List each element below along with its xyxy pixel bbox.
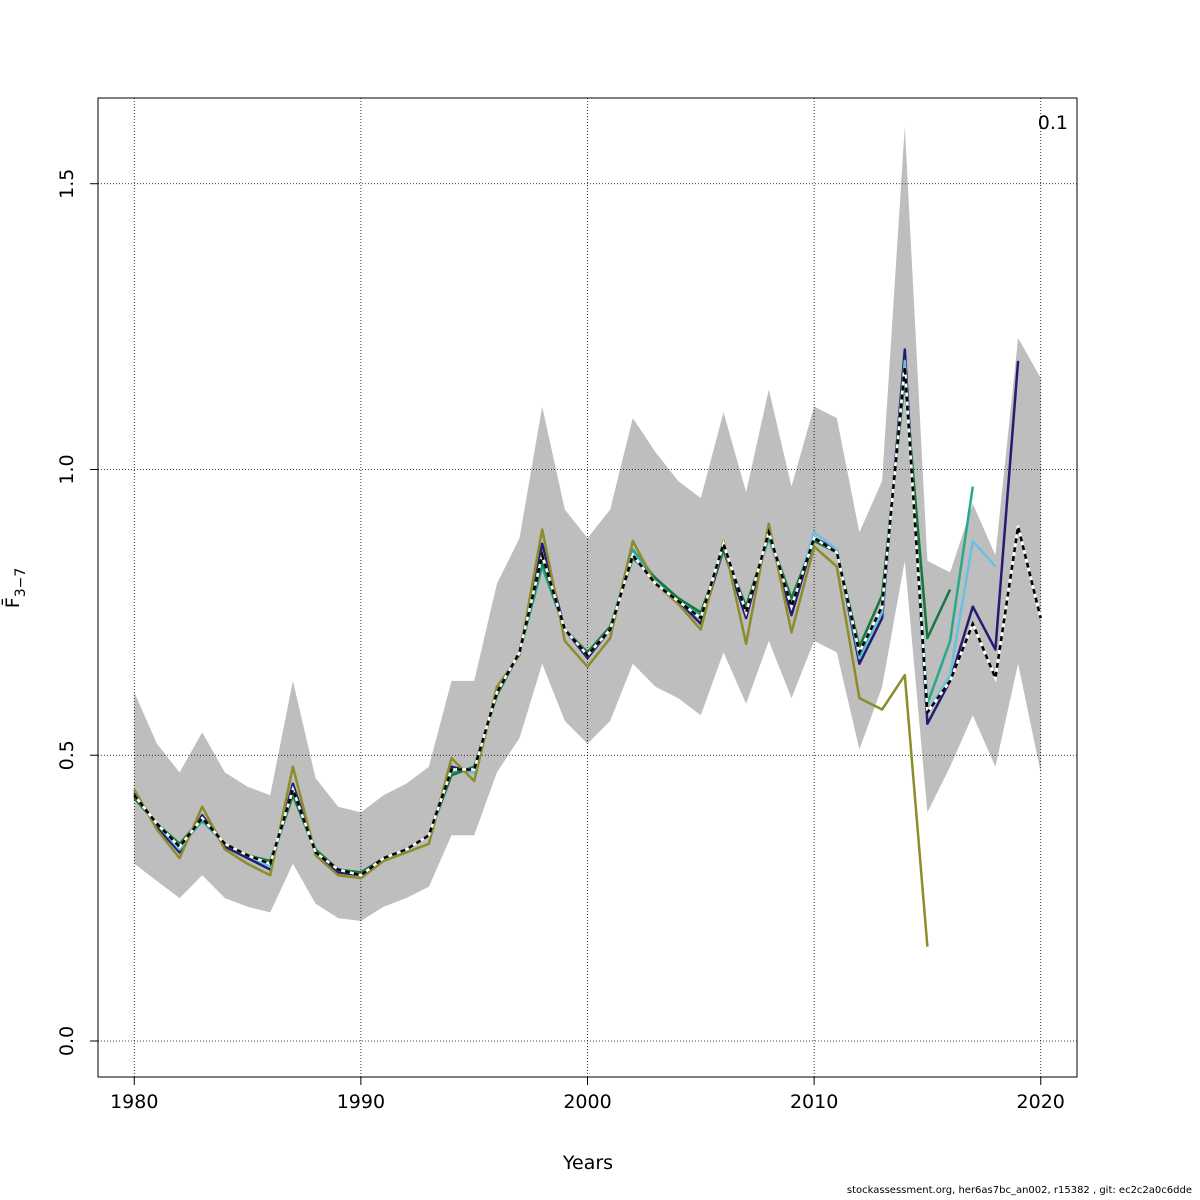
x-tick-label: 1980: [110, 1091, 158, 1113]
y-axis-title-subscript: 3−7: [13, 568, 29, 598]
svg-text:F̄3−7: F̄3−7: [0, 568, 29, 608]
x-tick-label: 2010: [790, 1091, 838, 1113]
x-tick-label: 2000: [563, 1091, 611, 1113]
y-tick-label-group: 0.5: [56, 740, 78, 770]
y-tick-label: 1.5: [56, 169, 78, 199]
y-tick-label-group: 1.0: [56, 454, 78, 484]
confidence-band: [134, 126, 1041, 922]
footer-credit: stockassessment.org, her6as7bc_an002, r1…: [846, 1185, 1192, 1196]
confidence-band-layer: [134, 126, 1041, 922]
corner-label: 0.1: [1038, 112, 1068, 134]
y-tick-label-group: 0.0: [56, 1026, 78, 1056]
y-axis-title: F̄3−7: [0, 568, 29, 608]
x-tick-label: 1990: [337, 1091, 385, 1113]
axis-layer: 1980 1990 2000 2010 2020 0.0 0.5 1.0 1.5: [56, 169, 1065, 1113]
y-tick-label: 0.0: [56, 1026, 78, 1056]
y-axis-title-main: F̄: [0, 597, 24, 608]
x-tick-label: 2020: [1017, 1091, 1065, 1113]
y-tick-label-group: 1.5: [56, 169, 78, 199]
grid-layer: [98, 98, 1077, 1077]
series-line-6: [133, 522, 929, 947]
y-tick-label: 1.0: [56, 454, 78, 484]
series-line-1-top: [133, 366, 1042, 877]
series-layer: [133, 348, 1042, 947]
x-axis-title: Years: [562, 1152, 613, 1174]
y-tick-label: 0.5: [56, 740, 78, 770]
